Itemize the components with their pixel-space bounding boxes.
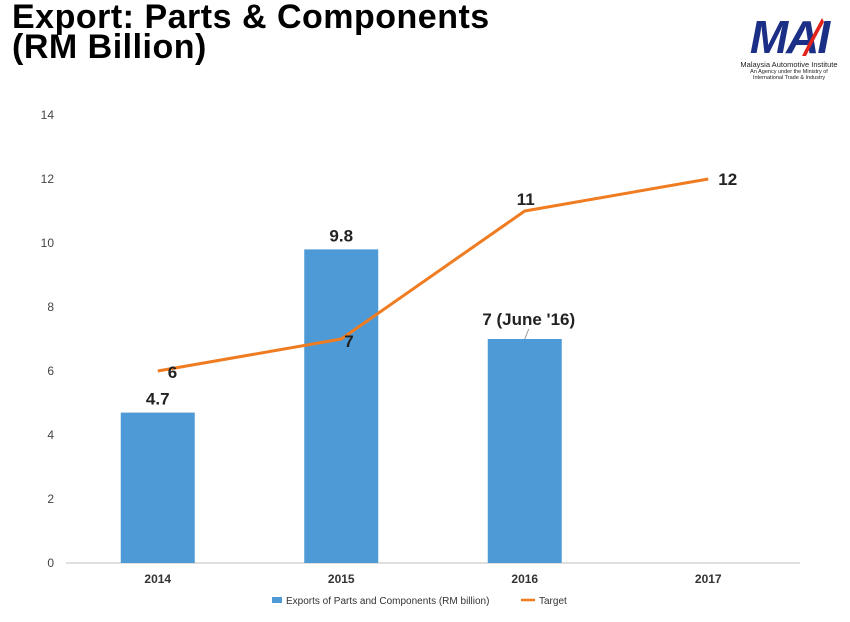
mai-logo: MAI Malaysia Automotive Institute An Age… <box>734 14 844 84</box>
logo-mark-text: MAI <box>749 11 830 63</box>
logo-mark: MAI <box>734 14 844 60</box>
title-line-2: (RM Billion) <box>12 28 207 66</box>
logo-sub-line-1: An Agency under the Ministry of <box>750 69 828 75</box>
y-axis-ticks: 0 2 4 6 8 10 12 14 <box>41 108 55 570</box>
logo-org-name: Malaysia Automotive Institute <box>740 60 838 69</box>
target-data-label: 12 <box>718 170 737 189</box>
legend-label-exports: Exports of Parts and Components (RM bill… <box>286 596 489 607</box>
bar-data-label: 4.7 <box>146 390 170 409</box>
x-tick-label: 2015 <box>328 572 355 586</box>
x-tick-label: 2016 <box>511 572 538 586</box>
x-axis-ticks: 2014 2015 2016 2017 <box>144 572 722 586</box>
x-tick-label: 2017 <box>695 572 722 586</box>
legend-label-target: Target <box>539 596 567 607</box>
bar-series <box>120 249 562 563</box>
bar-data-label: 7 (June '16) <box>482 310 575 329</box>
target-data-label: 6 <box>168 363 177 382</box>
target-data-label: 11 <box>517 190 535 209</box>
target-line <box>157 177 709 373</box>
y-tick-label: 8 <box>47 300 54 314</box>
y-tick-label: 0 <box>47 556 54 570</box>
legend-swatch-exports <box>272 597 282 603</box>
y-tick-label: 10 <box>41 236 55 250</box>
target-data-label: 7 <box>344 332 353 351</box>
y-tick-label: 2 <box>47 492 54 506</box>
bar-data-labels: 4.7 9.8 7 (June '16) <box>146 226 575 408</box>
y-tick-label: 4 <box>47 428 54 442</box>
bar <box>120 412 195 563</box>
bar-label-leader <box>524 328 530 340</box>
target-line-series <box>157 177 709 373</box>
x-tick-label: 2014 <box>144 572 171 586</box>
bar <box>304 249 379 563</box>
bar-data-label: 9.8 <box>329 226 353 245</box>
chart-title: Export: Parts & Components (RM Billion) <box>12 0 490 66</box>
y-tick-label: 14 <box>41 108 55 122</box>
target-data-labels: 6 7 11 12 <box>168 170 737 382</box>
bar <box>487 339 562 563</box>
y-tick-label: 6 <box>47 364 54 378</box>
logo-sub-line-2: International Trade & Industry <box>752 75 826 81</box>
logo-swoosh-icon <box>802 18 824 56</box>
legend: Exports of Parts and Components (RM bill… <box>272 596 567 607</box>
title-line-1: Export: Parts & Components <box>12 0 490 36</box>
y-tick-label: 12 <box>41 172 55 186</box>
